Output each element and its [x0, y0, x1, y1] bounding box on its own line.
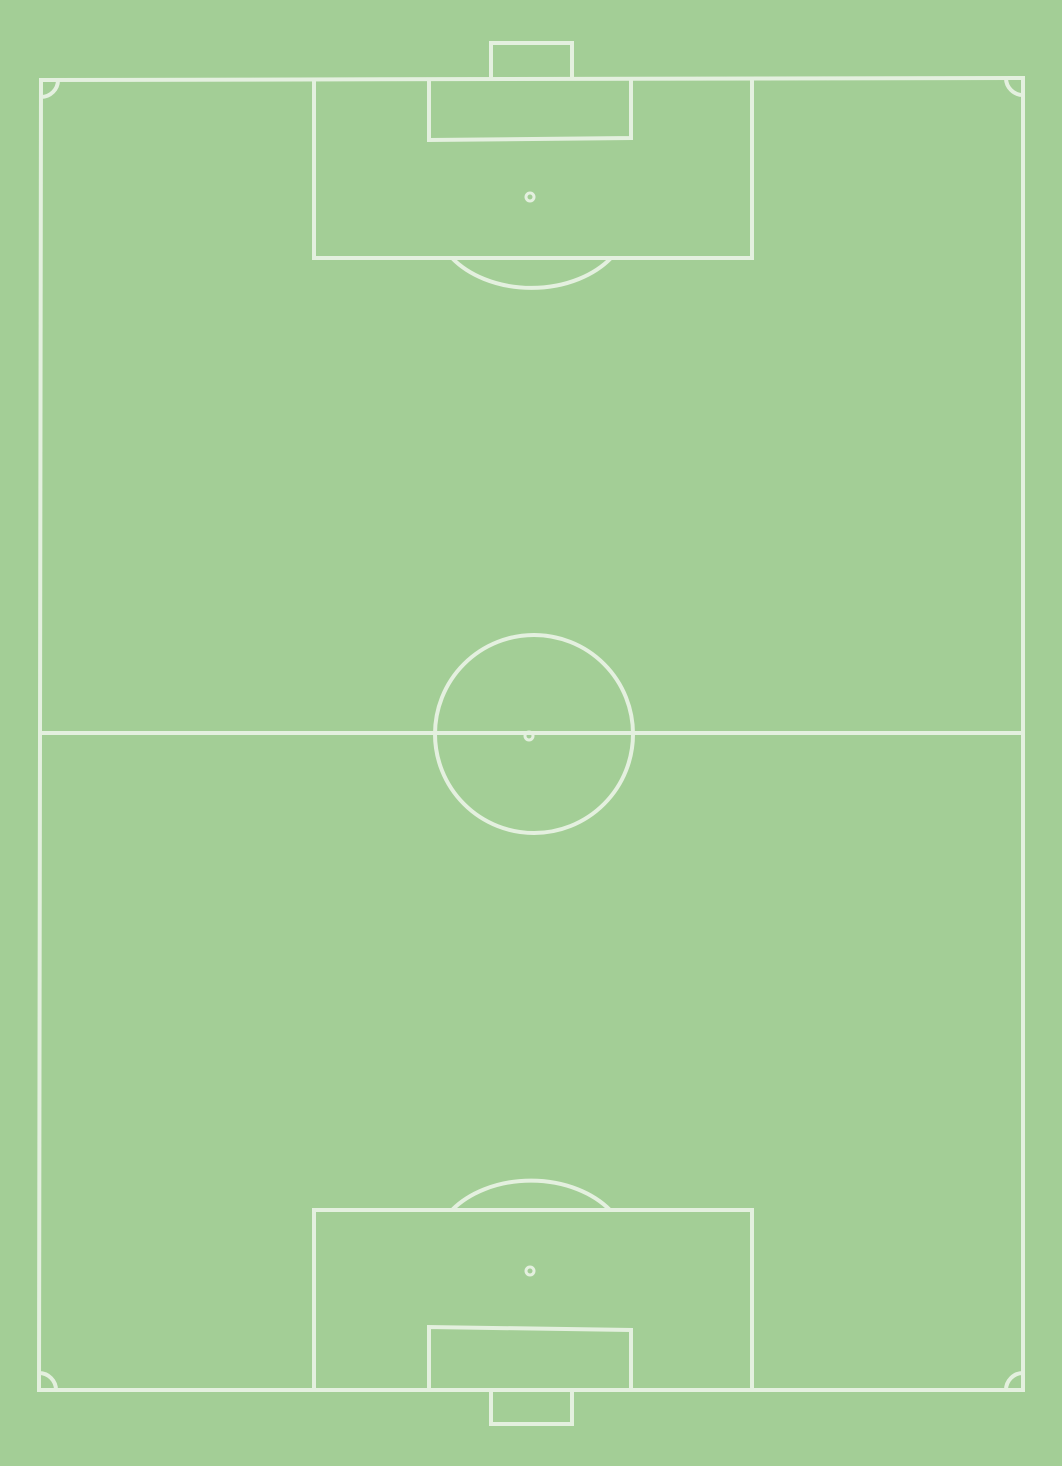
corner-arc-top-right [1004, 77, 1024, 97]
corner-arc-bottom-left [38, 1371, 58, 1391]
top-goal [489, 41, 574, 79]
bottom-penalty-area [312, 1208, 754, 1390]
touchline-boundary [36, 75, 1025, 1392]
centre-circle [433, 633, 635, 835]
top-penalty-arc [450, 256, 613, 290]
bottom-penalty-spot [524, 1265, 536, 1277]
corner-arc-bottom-right [1004, 1371, 1024, 1391]
top-penalty-spot [524, 191, 536, 203]
centre-spot [523, 730, 535, 742]
bottom-penalty-arc [450, 1178, 612, 1212]
corner-arc-top-left [40, 79, 60, 99]
bottom-goal-area [427, 1324, 633, 1390]
top-penalty-area [312, 79, 754, 260]
bottom-goal [489, 1390, 574, 1426]
top-goal-area [427, 79, 633, 143]
